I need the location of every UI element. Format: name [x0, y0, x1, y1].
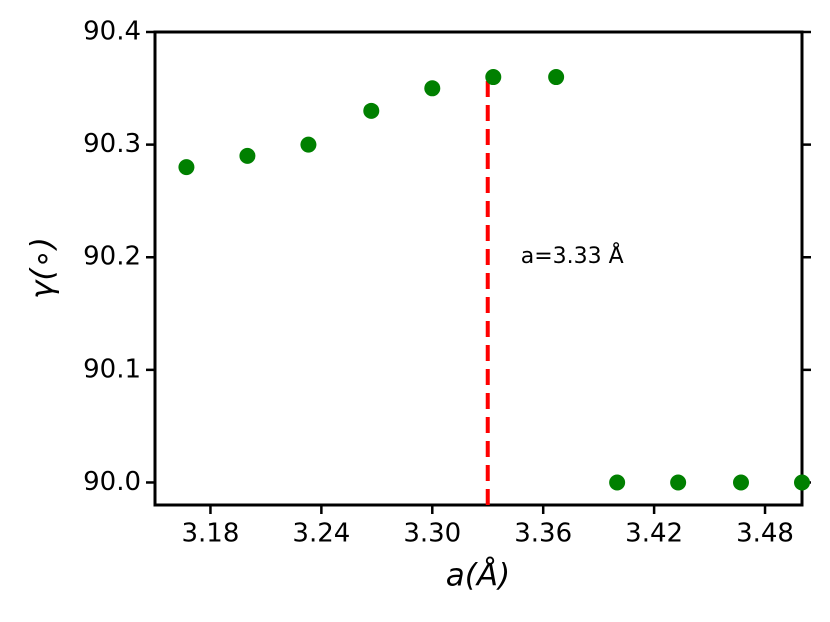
data-point — [732, 474, 749, 491]
x-tick-label: 3.30 — [403, 519, 461, 549]
data-point — [424, 80, 441, 97]
data-point — [178, 159, 195, 176]
data-point — [485, 69, 502, 86]
data-point — [363, 102, 380, 119]
y-tick-label: 90.3 — [83, 129, 141, 159]
y-tick-label: 90.4 — [83, 17, 141, 47]
annotation: a=3.33 Å — [521, 242, 624, 269]
data-point — [548, 69, 565, 86]
data-point — [300, 136, 317, 153]
data-point — [794, 474, 810, 491]
data-point — [670, 474, 687, 491]
x-tick-label: 3.18 — [182, 519, 240, 549]
data-point — [609, 474, 626, 491]
x-tick-label: 3.42 — [625, 519, 683, 549]
data-point — [239, 147, 256, 164]
plot-frame — [153, 30, 804, 507]
x-axis-label: a(Å) — [446, 558, 510, 594]
x-tick-label: 3.36 — [514, 519, 572, 549]
y-tick-label: 90.1 — [83, 354, 141, 384]
y-tick-label: 90.2 — [83, 242, 141, 272]
y-tick-label: 90.0 — [83, 467, 141, 497]
x-tick-label: 3.48 — [736, 519, 794, 549]
y-axis-label: γ(∘) — [25, 237, 61, 299]
x-tick-label: 3.24 — [292, 519, 350, 549]
